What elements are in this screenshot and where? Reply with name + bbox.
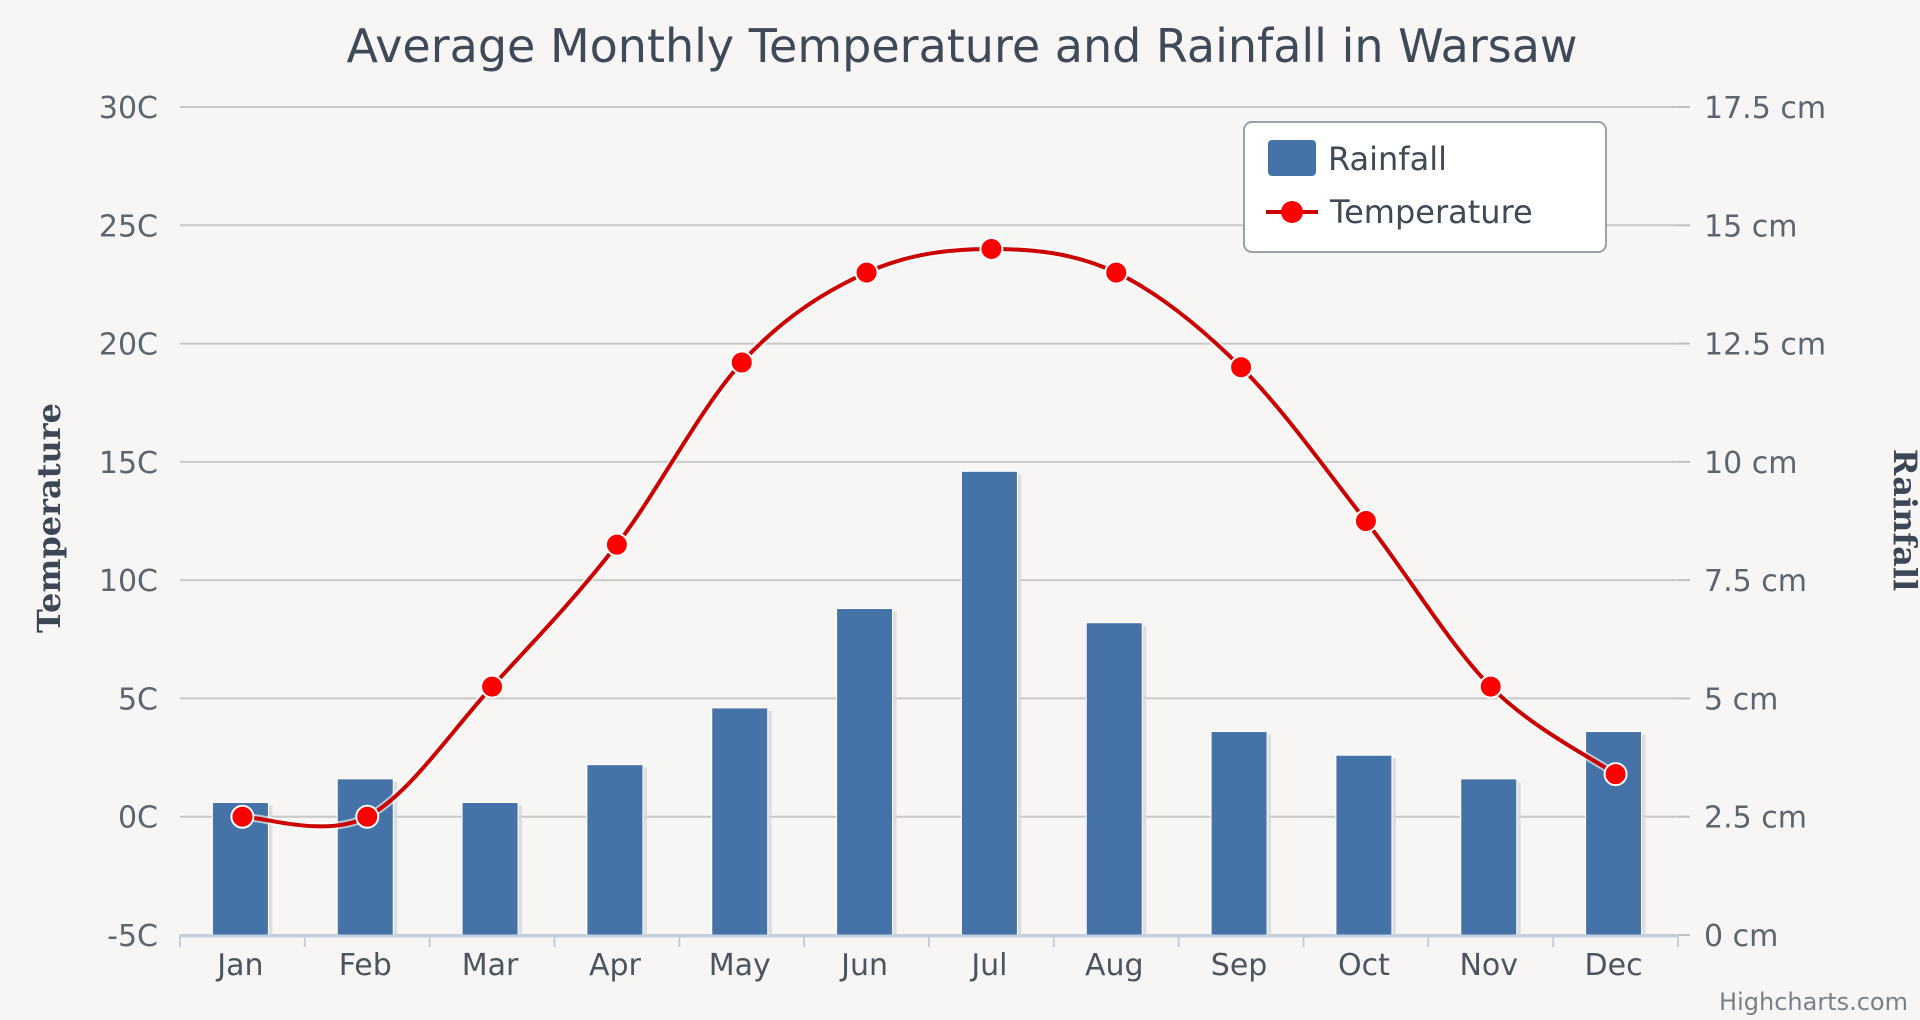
y-right-tick-label: 2.5 cm (1704, 801, 1807, 836)
x-tick-label: Aug (1085, 948, 1144, 983)
rainfall-bar[interactable] (586, 764, 644, 936)
temperature-point[interactable] (729, 350, 754, 375)
y-right-tick-label: 0 cm (1704, 919, 1778, 954)
credits-link[interactable]: Highcharts.com (1719, 988, 1908, 1016)
x-tick-label: Feb (339, 948, 392, 983)
temperature-point[interactable] (1603, 762, 1628, 787)
legend-rainfall-swatch[interactable] (1268, 140, 1316, 176)
temperature-line-path[interactable] (242, 246, 1617, 829)
x-tick-label: Oct (1338, 948, 1390, 983)
x-tick-label: Jan (215, 948, 263, 983)
y-left-tick-label: 30C (99, 91, 158, 126)
y-right-tick-label: 17.5 cm (1704, 91, 1826, 126)
y-left-tick-label: 25C (99, 209, 158, 244)
temperature-point[interactable] (230, 804, 255, 829)
temperature-point[interactable] (854, 260, 879, 285)
axes: -5C 0C 5C 10C 15C 20C 25C 30C 0 cm 2.5 cm 5 cm 7.5 … (99, 91, 1826, 983)
y-left-tick-label: 15C (99, 446, 158, 481)
legend[interactable]: Rainfall Temperature (1243, 121, 1607, 253)
rainfall-bar[interactable] (1210, 731, 1268, 936)
temperature-point[interactable] (480, 674, 505, 699)
rainfall-bar[interactable] (1460, 778, 1518, 936)
y-right-tick-label: 5 cm (1704, 682, 1778, 717)
legend-rainfall-label[interactable]: Rainfall (1328, 140, 1447, 178)
rainfall-bars (211, 470, 1646, 936)
rainfall-bar[interactable] (960, 470, 1018, 936)
y-right-tick-label: 15 cm (1704, 209, 1797, 244)
y-axis-right-title: Rainfall (1886, 449, 1920, 591)
x-tick-label: Jul (969, 948, 1007, 983)
legend-box (1243, 121, 1607, 253)
y-left-tick-label: 5C (118, 682, 158, 717)
x-tick-label: Nov (1459, 948, 1518, 983)
rainfall-bar[interactable] (1085, 622, 1143, 936)
temperature-line (242, 244, 1618, 831)
temperature-point[interactable] (604, 532, 629, 557)
temperature-point[interactable] (1353, 509, 1378, 533)
temperature-point[interactable] (1478, 674, 1503, 699)
y-right-tick-label: 10 cm (1704, 446, 1797, 481)
chart-title: Average Monthly Temperature and Rainfall… (346, 19, 1577, 73)
rainfall-bar[interactable] (836, 608, 894, 936)
x-tick-label: Jun (839, 948, 888, 983)
y-left-tick-label: 10C (99, 564, 158, 599)
y-right-tick-label: 7.5 cm (1704, 564, 1807, 599)
x-tick-label: Dec (1585, 948, 1643, 983)
rainfall-bar[interactable] (461, 802, 519, 936)
y-left-tick-label: 0C (118, 801, 158, 836)
y-axis-left-title: Temperature (30, 403, 68, 633)
x-tick-label: Mar (462, 948, 519, 983)
temperature-point[interactable] (1104, 260, 1129, 285)
x-tick-label: Sep (1211, 948, 1268, 983)
y-left-tick-label: -5C (107, 919, 158, 954)
x-tick-label: Apr (589, 948, 642, 983)
y-left-tick-label: 20C (99, 328, 158, 363)
rainfall-bar[interactable] (711, 707, 769, 936)
temperature-point[interactable] (355, 804, 380, 829)
temperature-point[interactable] (1229, 355, 1254, 380)
temperature-markers (230, 236, 1628, 829)
legend-temperature-marker[interactable] (1281, 201, 1303, 223)
grid-lines (180, 106, 1678, 936)
legend-temperature-label[interactable]: Temperature (1329, 193, 1533, 231)
rainfall-bar[interactable] (1335, 754, 1393, 936)
temperature-point[interactable] (979, 236, 1004, 261)
x-tick-label: May (709, 948, 771, 983)
y-right-tick-label: 12.5 cm (1704, 328, 1826, 363)
